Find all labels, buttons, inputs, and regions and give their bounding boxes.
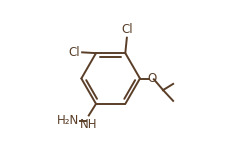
Text: H₂N: H₂N [57, 114, 79, 127]
Text: NH: NH [79, 118, 97, 131]
Text: Cl: Cl [68, 46, 80, 59]
Text: Cl: Cl [121, 23, 133, 36]
Text: O: O [147, 72, 156, 85]
